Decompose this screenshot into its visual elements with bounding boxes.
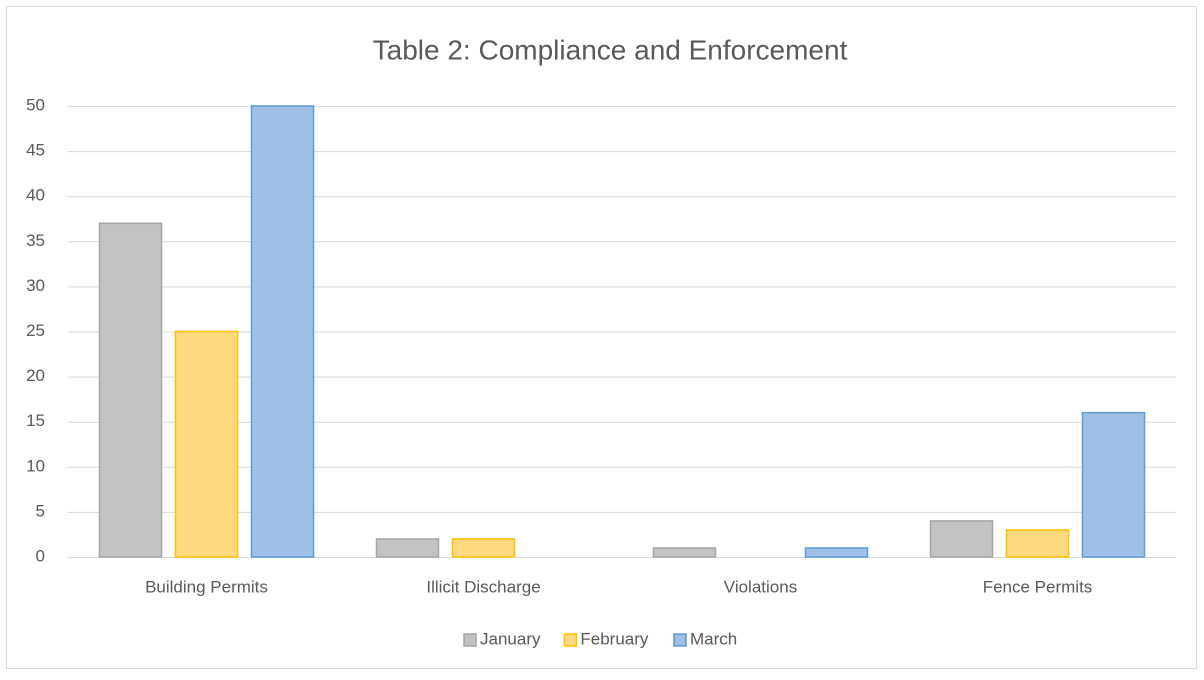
y-tick-label: 35	[26, 231, 45, 250]
x-tick-label: Illicit Discharge	[426, 577, 540, 596]
legend-label: March	[690, 629, 737, 648]
bar	[98, 222, 163, 558]
bar	[1081, 411, 1146, 558]
y-tick-label: 5	[36, 501, 45, 520]
legend-label: January	[480, 629, 541, 648]
bar	[250, 105, 315, 558]
legend-swatch	[673, 633, 687, 647]
y-tick-label: 20	[26, 366, 45, 385]
x-tick-label: Fence Permits	[983, 577, 1093, 596]
bar	[929, 520, 994, 558]
bar	[174, 330, 239, 558]
y-tick-label: 30	[26, 276, 45, 295]
legend-label: February	[580, 629, 649, 648]
bar	[451, 538, 516, 558]
y-tick-label: 25	[26, 321, 45, 340]
y-tick-label: 15	[26, 411, 45, 430]
bar	[375, 538, 440, 558]
legend-swatch	[563, 633, 578, 647]
legend-swatch	[463, 633, 477, 647]
chart-title: Table 2: Compliance and Enforcement	[373, 34, 848, 65]
x-tick-label: Violations	[724, 577, 797, 596]
bar	[1005, 529, 1070, 558]
y-tick-label: 0	[36, 546, 45, 565]
y-tick-label: 40	[26, 186, 45, 205]
y-tick-label: 45	[26, 141, 45, 160]
y-tick-label: 50	[26, 95, 45, 114]
bar	[804, 547, 869, 558]
bar	[652, 547, 717, 558]
y-tick-label: 10	[26, 456, 45, 475]
x-tick-label: Building Permits	[145, 577, 268, 596]
